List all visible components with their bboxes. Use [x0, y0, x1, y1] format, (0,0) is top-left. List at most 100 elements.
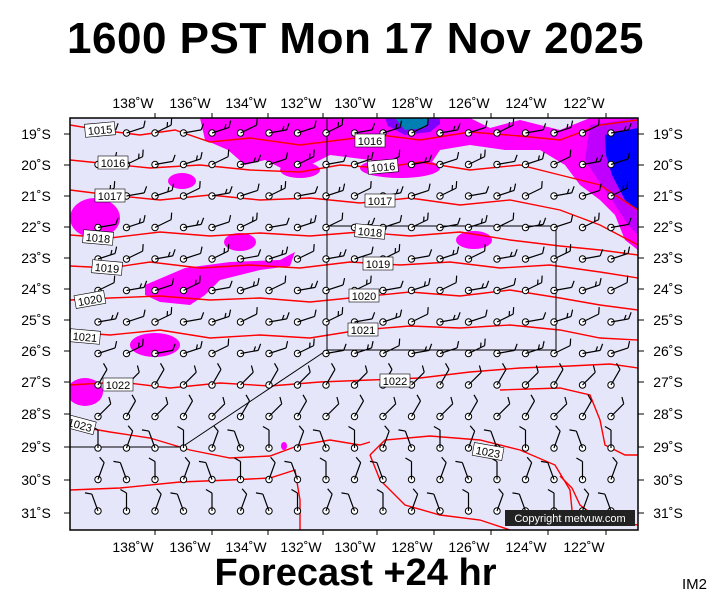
wind-barb-icon: [322, 363, 336, 389]
wind-barb-icon: [350, 151, 374, 169]
wind-barb-icon: [550, 396, 568, 421]
wind-barb-icon: [493, 307, 515, 326]
isobar-line: [499, 387, 638, 456]
wind-barb-icon: [493, 488, 504, 515]
wind-barb-icon: [350, 123, 376, 137]
wind-barb-icon: [493, 212, 515, 232]
isobar-label: 1016: [367, 158, 399, 175]
lat-label-left: 19˚S: [21, 126, 51, 142]
wind-barb-icon: [550, 309, 574, 326]
wind-barb-icon: [350, 340, 374, 358]
wind-barb-icon: [521, 151, 545, 169]
lon-label-bottom: 132˚W: [280, 539, 322, 555]
wind-barb-icon: [208, 425, 219, 452]
wind-barb-icon: [464, 186, 490, 200]
wind-barb-icon: [227, 429, 245, 452]
wind-barb-icon: [177, 425, 188, 452]
wind-barb-icon: [208, 186, 233, 200]
wind-barb-icon: [265, 363, 279, 389]
wind-barb-icon: [521, 246, 545, 263]
copyright-background: [505, 510, 635, 526]
wind-barb-icon: [464, 425, 476, 452]
rain-area: [200, 118, 638, 250]
wind-barb-icon: [122, 214, 146, 232]
copyright-text: Copyright metvuw.com: [514, 513, 625, 525]
wind-barb-icon: [550, 280, 575, 295]
wind-barb-icon: [578, 343, 604, 358]
wind-barb-icon: [578, 249, 604, 263]
isobar-line: [369, 454, 511, 530]
wind-barb-icon: [179, 365, 197, 389]
lat-label-right: 25˚S: [653, 312, 683, 328]
wind-barb-icon: [208, 309, 232, 326]
isobar-label: 1018: [354, 223, 386, 240]
inset-box: [326, 118, 557, 351]
wind-barb-icon: [122, 244, 144, 263]
wind-barb-icon: [436, 312, 461, 326]
lat-label-right: 21˚S: [653, 188, 683, 204]
wind-barb-icon: [407, 118, 429, 137]
wind-barb-icon: [236, 394, 251, 421]
wind-barb-icon: [550, 149, 572, 169]
wind-barb-icon: [607, 217, 632, 232]
wind-barb-icon: [350, 181, 372, 200]
wind-barb-icon: [236, 343, 262, 358]
wind-barb-icon: [236, 212, 258, 232]
wind-barb-icon: [179, 394, 194, 421]
wind-barb-icon: [379, 338, 401, 358]
wind-barb-icon: [319, 457, 330, 484]
wind-barb-icon: [262, 425, 273, 452]
isobar-line: [70, 469, 301, 530]
wind-barb-icon: [293, 280, 319, 295]
wind-barb-icon: [151, 396, 169, 421]
wind-barb-icon: [341, 492, 359, 515]
wind-barb-icon: [607, 246, 631, 263]
wind-barb-icon: [607, 312, 632, 326]
wind-barb-icon: [462, 488, 473, 515]
isobar-line: [70, 261, 638, 279]
wind-barb-icon: [521, 456, 533, 484]
wind-barb-icon: [179, 312, 205, 326]
wind-barb-icon: [379, 396, 397, 421]
isobar-label: 1015: [84, 121, 116, 138]
wind-barb-icon: [122, 309, 146, 326]
wind-barb-icon: [436, 246, 460, 263]
rain-area: [281, 442, 287, 450]
wind-barb-icon: [407, 249, 433, 263]
wind-barb-icon: [436, 396, 454, 421]
isobar-label-text: 1019: [366, 259, 390, 271]
wind-barb-icon: [208, 149, 230, 169]
wind-barb-icon: [208, 363, 222, 389]
wind-barb-icon: [293, 186, 319, 200]
wind-barb-icon: [151, 212, 173, 232]
lon-label-bottom: 136˚W: [169, 539, 211, 555]
wind-barb-icon: [236, 307, 258, 326]
isobar-label-text: 1020: [352, 291, 376, 303]
isobar-label: 1022: [102, 377, 134, 392]
isobar-label: 1023: [70, 413, 97, 436]
lat-label-right: 28˚S: [653, 406, 683, 422]
isobar-label-text: 1018: [85, 232, 110, 246]
lon-label-bottom: 134˚W: [225, 539, 267, 555]
rain-area: [605, 128, 638, 210]
wind-barb-icon: [407, 277, 431, 295]
wind-barb-icon: [151, 343, 176, 358]
isobar-label: 1020: [348, 288, 380, 303]
wind-barb-icon: [464, 120, 488, 137]
wind-barb-icon: [521, 312, 547, 326]
lat-label-right: 29˚S: [653, 439, 683, 455]
wind-barb-icon: [284, 460, 302, 484]
lon-label-top: 134˚W: [225, 95, 267, 111]
wind-barb-icon: [322, 488, 333, 515]
wind-barb-icon: [407, 343, 433, 358]
wind-barb-icon: [493, 363, 507, 389]
lat-label-right: 24˚S: [653, 281, 683, 297]
wind-barb-icon: [464, 149, 486, 169]
wind-barb-icon: [607, 456, 618, 484]
wind-barb-icon: [350, 456, 362, 484]
lat-label-left: 22˚S: [21, 219, 51, 235]
rain-area: [224, 233, 256, 251]
wind-barb-icon: [607, 123, 632, 137]
wind-barb-icon: [576, 457, 587, 484]
wind-barb-icon: [122, 394, 137, 421]
